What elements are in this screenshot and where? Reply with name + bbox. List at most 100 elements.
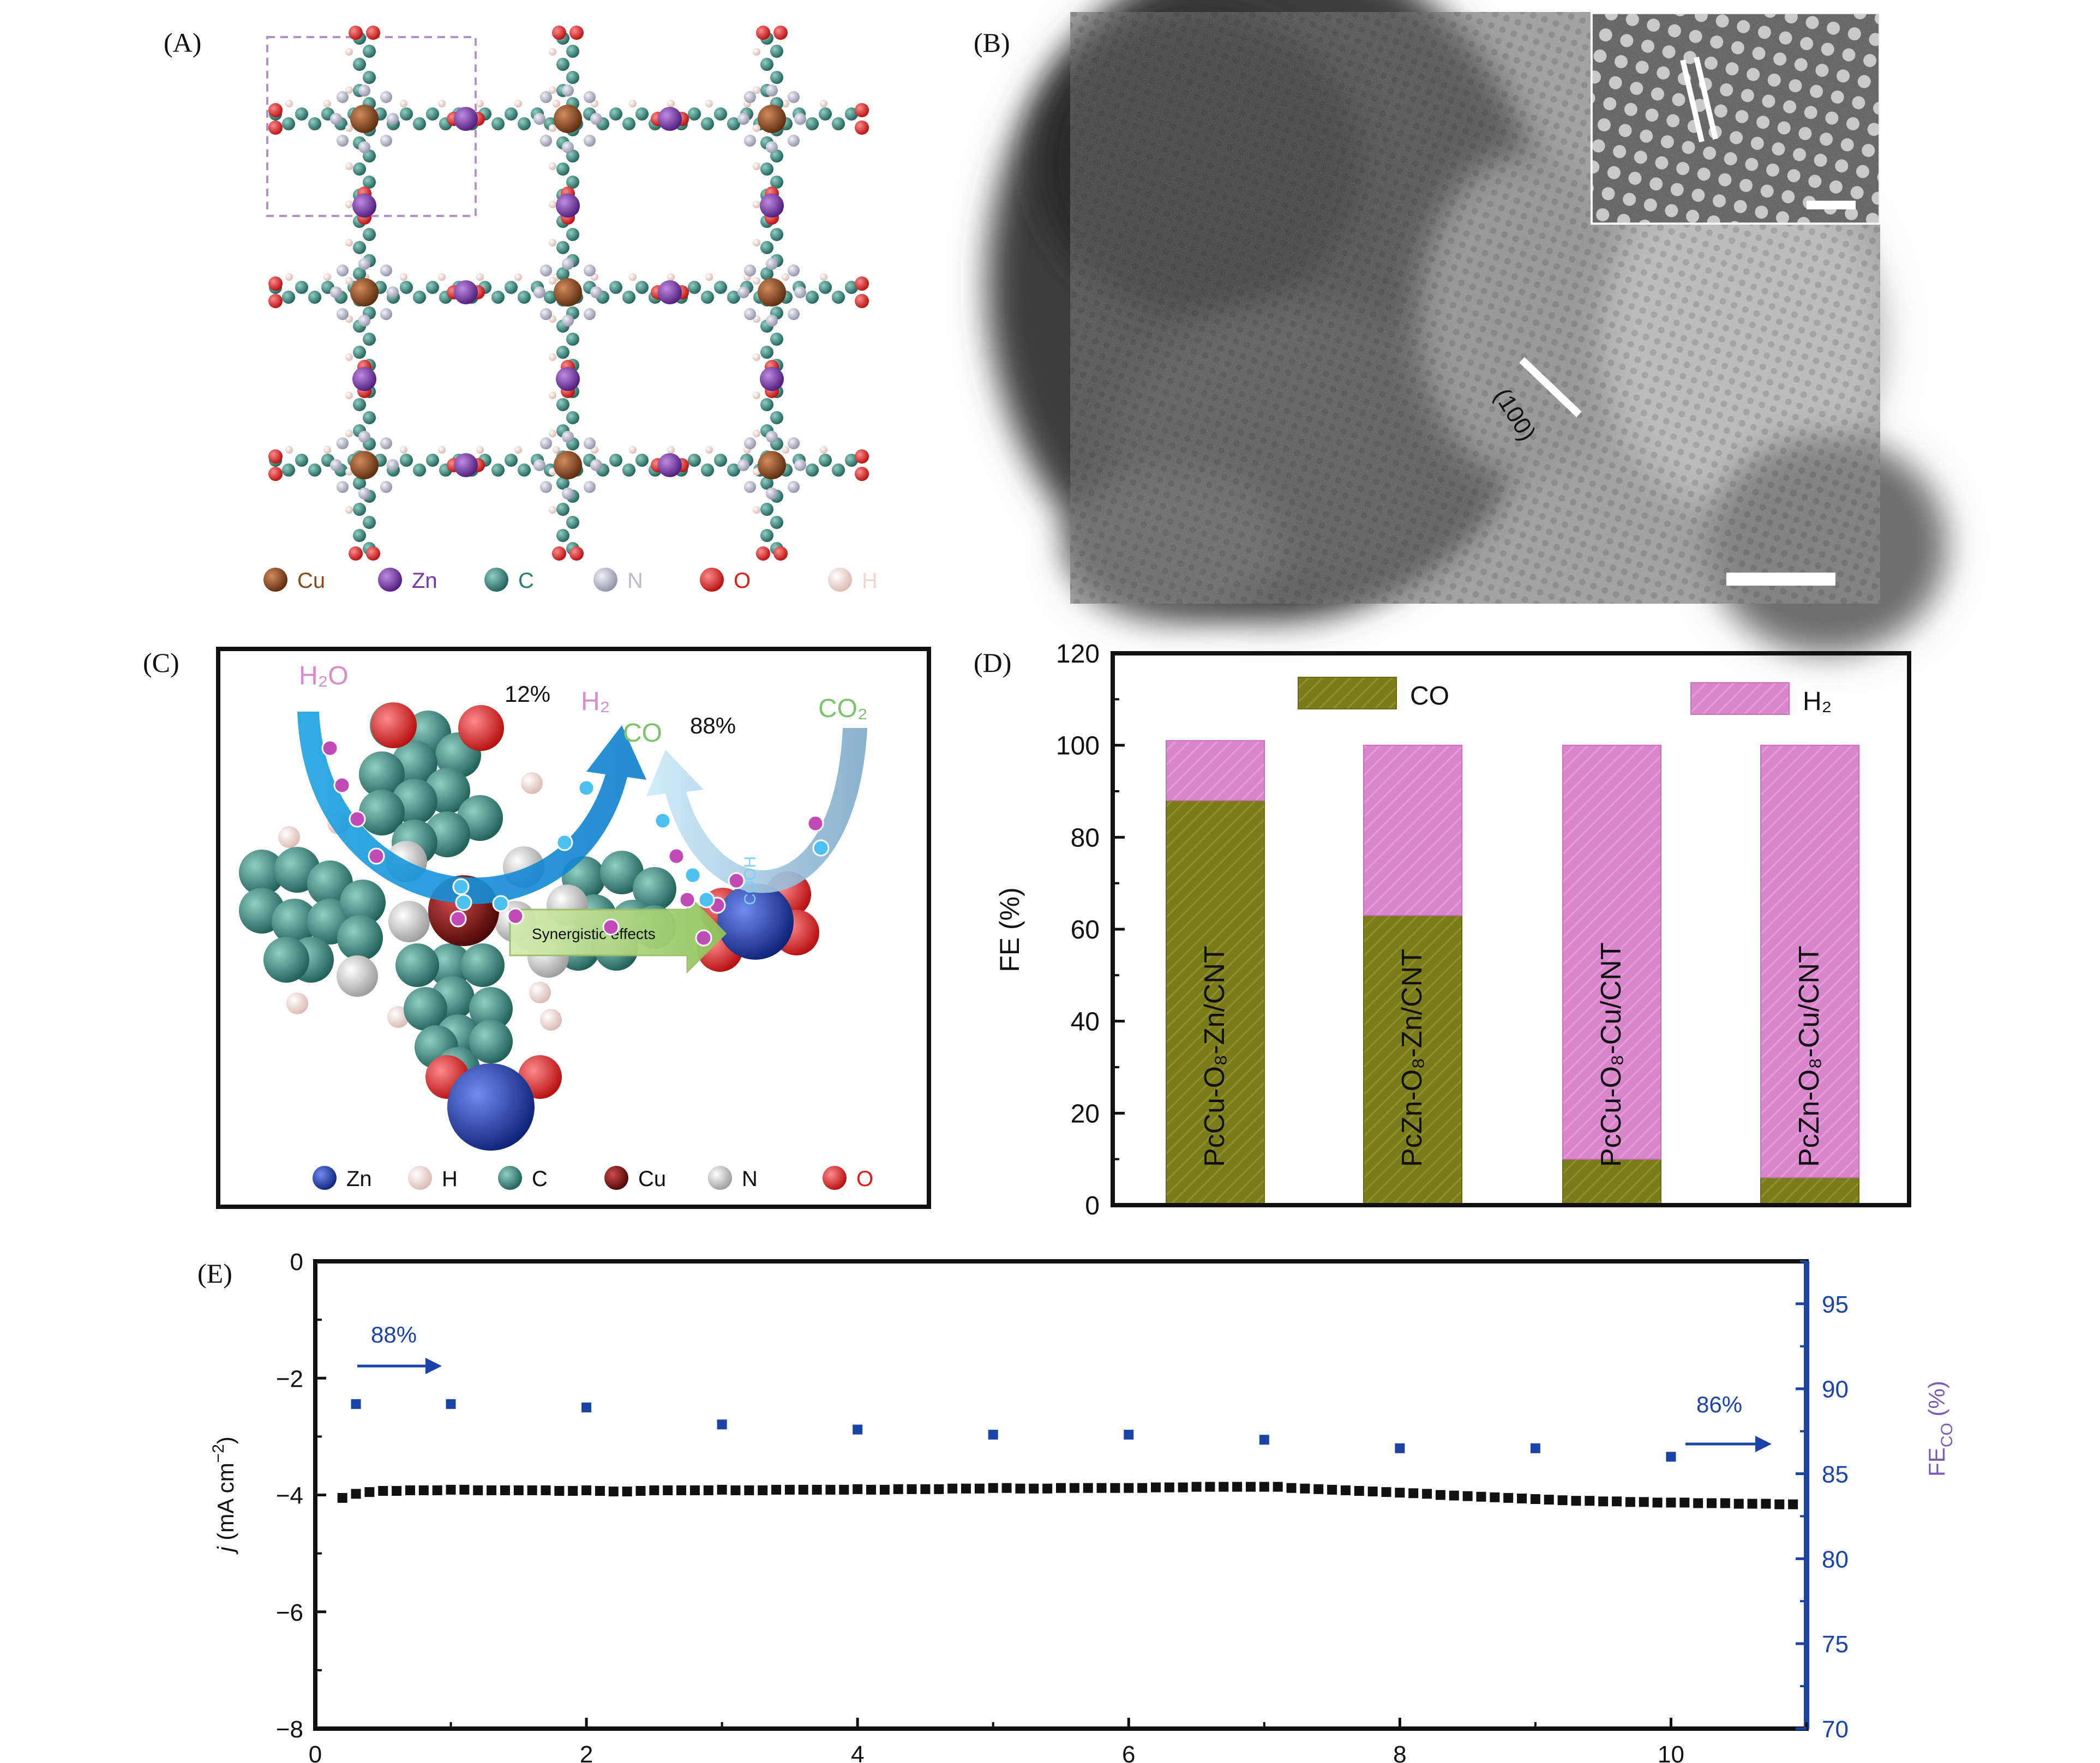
current-density-point [446, 1484, 456, 1495]
legend-item-h: H [828, 568, 878, 593]
legend-item-c: C [484, 568, 534, 593]
nitrogen-atom [744, 135, 756, 147]
copper-atom [758, 451, 786, 479]
bar-category-label: PcZn-O₈-Zn/CNT [1396, 949, 1428, 1167]
hydrogen-atom [549, 277, 556, 285]
y-tick-label: 100 [1056, 732, 1100, 761]
current-density-point [1733, 1499, 1744, 1509]
carbon-atom [556, 346, 569, 359]
carbon-atom [701, 291, 714, 304]
legend-swatch [498, 1166, 522, 1190]
legend-item-zn: Zn [313, 1166, 372, 1191]
nitrogen-atom [584, 437, 596, 449]
carbon-atom [308, 117, 321, 130]
fe-co-point [351, 1399, 361, 1409]
copper-atom [554, 105, 582, 133]
hydrogen-atom [705, 273, 713, 281]
carbon-atom [633, 867, 676, 911]
current-density-point [1300, 1483, 1310, 1494]
current-density-point [825, 1484, 836, 1495]
hydrogen-atom [549, 124, 556, 132]
nitrogen-atom [788, 308, 800, 320]
legend-label: Zn [346, 1167, 372, 1191]
current-density-point [459, 1484, 470, 1495]
current-density-point [1571, 1496, 1581, 1506]
carbon-atom [556, 163, 569, 176]
hydrogen-atom [753, 124, 760, 132]
hydrogen-atom [345, 430, 353, 437]
nitrogen-atom [590, 113, 602, 125]
legend-item-h: H [408, 1166, 458, 1191]
carbon-atom [363, 333, 376, 346]
hydrogen-atom [753, 48, 760, 56]
hydrogen-atom [438, 273, 446, 281]
current-density-point [1219, 1482, 1229, 1492]
copper-atom [758, 278, 786, 306]
carbon-atom [340, 880, 386, 925]
panel-b-tem-image: (100) [987, 0, 1947, 654]
legend-label: N [742, 1167, 758, 1191]
carbon-atom [263, 937, 309, 983]
nitrogen-atom [737, 113, 749, 125]
carbon-atom [832, 464, 845, 477]
zinc-atom [556, 367, 580, 391]
electron-marker [695, 929, 712, 947]
bar-h2-1 [1166, 740, 1265, 801]
oxygen-atom [855, 103, 869, 117]
proton-marker [556, 834, 573, 851]
current-density-point [1001, 1483, 1012, 1493]
carbon-atom [505, 454, 518, 467]
oxygen-atom [268, 467, 283, 481]
electron-marker [668, 847, 685, 865]
nitrogen-atom [766, 141, 778, 153]
current-density-point [1761, 1499, 1771, 1509]
carbon-atom [295, 107, 308, 121]
carbon-atom [622, 291, 635, 304]
hydrogen-atom [345, 392, 353, 399]
nitrogen-atom [358, 315, 370, 327]
fe-co-point [581, 1403, 592, 1413]
current-density-point [853, 1484, 863, 1494]
legend-item-n: N [593, 568, 643, 593]
electron-marker [333, 777, 351, 794]
carbon-atom [400, 454, 413, 467]
x-tick-label: 2 [580, 1741, 593, 1763]
hydrogen-atom [285, 273, 293, 281]
oxygen-atom [268, 103, 283, 117]
hydrogen-atom [705, 446, 713, 454]
carbon-atom [770, 516, 783, 529]
oxygen-atom [349, 546, 363, 561]
electron-marker [321, 739, 339, 757]
y-tick-label: 40 [1071, 1008, 1100, 1037]
oxygen-atom [268, 276, 283, 291]
x-tick-label: 4 [851, 1741, 864, 1763]
panel-e-data-points [337, 1399, 1798, 1509]
annotation-88: 88% [357, 1322, 442, 1374]
fe-co-point [446, 1399, 456, 1409]
current-density-point [364, 1487, 375, 1497]
nitrogen-atom [562, 315, 574, 327]
current-density-point [961, 1483, 971, 1494]
oxygen-atom [366, 26, 380, 40]
hydrogen-atom [782, 273, 789, 281]
carbon-atom [363, 45, 376, 58]
current-density-point [1476, 1491, 1486, 1502]
fe-co-point [853, 1424, 863, 1435]
nitrogen-atom [766, 431, 778, 443]
current-density-point [1178, 1482, 1188, 1493]
nitrogen-atom [584, 308, 596, 320]
current-density-point [1069, 1483, 1079, 1493]
h2o-label: H₂O [299, 661, 349, 690]
oxygen-atom [756, 546, 770, 561]
current-density-point [581, 1485, 592, 1495]
hydrogen-atom [667, 273, 675, 281]
carbon-atom [404, 987, 447, 1031]
nitrogen-atom [788, 135, 800, 147]
fe-co-point [1124, 1429, 1134, 1440]
nitrogen-atom [788, 264, 800, 276]
left-tick-label: −2 [276, 1365, 303, 1392]
nitrogen-atom [337, 308, 349, 320]
hydrogen-atom [476, 100, 484, 107]
carbon-atom [556, 241, 569, 254]
hydrogen-atom [345, 163, 353, 170]
